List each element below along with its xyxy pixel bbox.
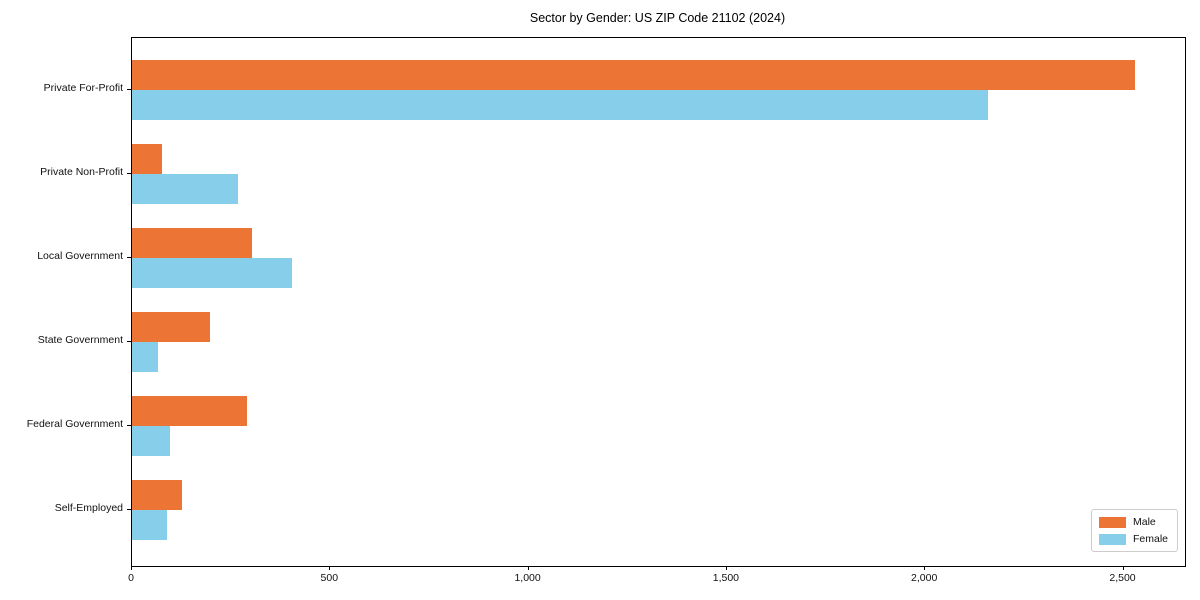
bar-female-federal-government	[132, 426, 171, 456]
bar-female-self-employed	[132, 510, 167, 540]
bar-female-state-government	[132, 342, 159, 372]
y-tick-federal-government	[127, 425, 131, 426]
bar-female-private-non-profit	[132, 174, 238, 204]
legend-label-female: Female	[1132, 533, 1168, 545]
bar-male-federal-government	[132, 396, 247, 426]
y-tick-state-government	[127, 341, 131, 342]
legend-swatch-male	[1098, 516, 1126, 528]
bar-male-private-non-profit	[132, 144, 163, 174]
x-tick-1500	[725, 566, 727, 570]
chart-title: Sector by Gender: US ZIP Code 21102 (202…	[529, 11, 786, 25]
x-tick-label-500: 500	[320, 572, 339, 584]
y-tick-local-government	[127, 257, 131, 258]
x-tick-0	[131, 566, 132, 570]
legend-item-female: Female	[1098, 533, 1168, 545]
y-tick-self-employed	[127, 509, 131, 510]
y-tick-label-federal-government: Federal Government	[26, 418, 123, 430]
x-tick-label-1500: 1,500	[712, 572, 740, 584]
legend: Male Female	[1090, 509, 1178, 552]
y-tick-label-self-employed: Self-Employed	[54, 502, 123, 514]
bar-male-private-for-profit	[132, 60, 1136, 90]
plot-area: Male Female	[131, 37, 1186, 567]
x-tick-label-2500: 2,500	[1109, 572, 1136, 584]
y-tick-label-state-government: State Government	[37, 334, 123, 346]
bar-male-state-government	[132, 312, 211, 342]
y-tick-private-non-profit	[127, 173, 131, 174]
y-tick-label-local-government: Local Government	[37, 250, 123, 262]
x-tick-label-1000: 1,000	[514, 572, 541, 584]
y-tick-private-for-profit	[127, 89, 131, 90]
bar-male-self-employed	[132, 480, 182, 510]
y-tick-label-private-non-profit: Private Non-Profit	[40, 166, 123, 178]
x-tick-500	[329, 566, 331, 570]
x-tick-label-2000: 2,000	[911, 572, 938, 584]
legend-item-male: Male	[1098, 516, 1168, 528]
x-tick-1000	[527, 566, 529, 570]
x-tick-label-0: 0	[128, 572, 134, 584]
x-tick-2500	[1122, 566, 1124, 570]
x-tick-2000	[924, 566, 926, 570]
legend-swatch-female	[1098, 533, 1126, 545]
bar-male-local-government	[132, 228, 252, 258]
y-tick-label-private-for-profit: Private For-Profit	[43, 82, 123, 94]
bar-female-local-government	[132, 258, 292, 288]
legend-label-male: Male	[1132, 516, 1156, 528]
bar-female-private-for-profit	[132, 90, 988, 120]
